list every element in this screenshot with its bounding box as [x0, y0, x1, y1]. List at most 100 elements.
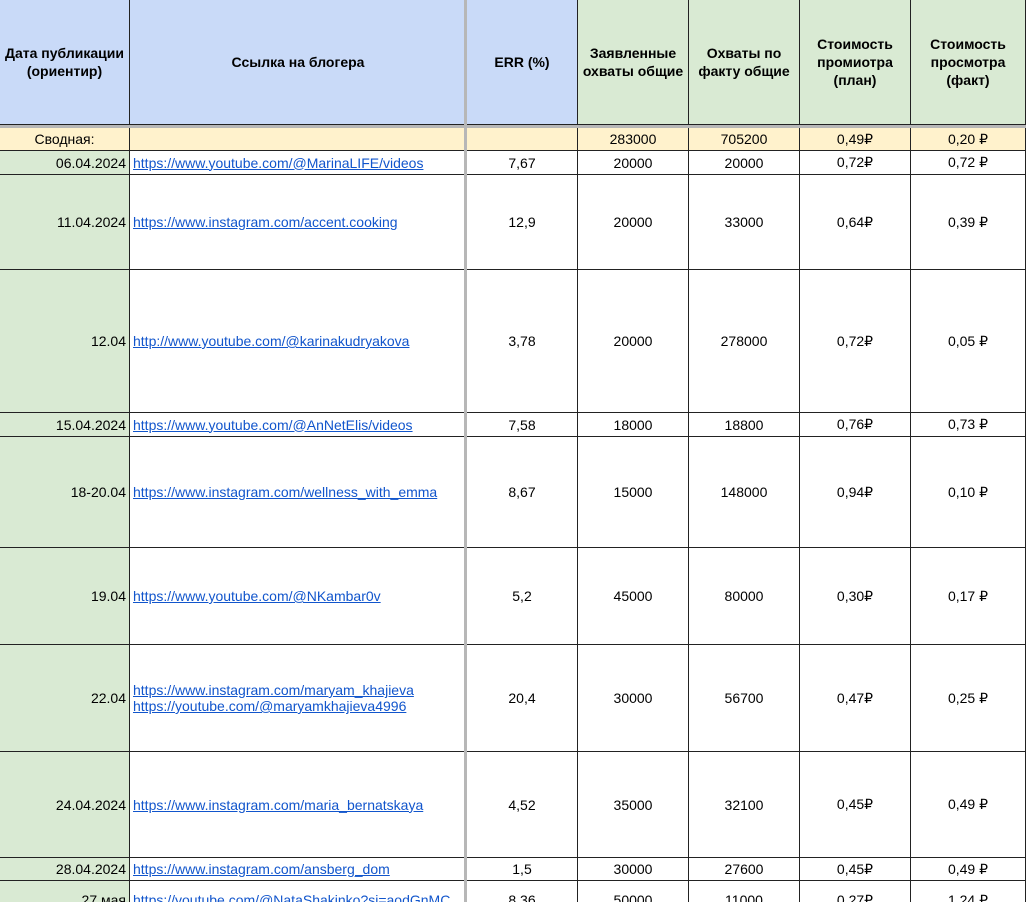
cell-text: 0,39 ₽: [947, 213, 989, 230]
table-cell: 18800: [689, 413, 800, 437]
cell-text: 0,72 ₽: [947, 154, 989, 170]
cell-text: 18-20.04: [70, 484, 126, 500]
table-cell: 0,17 ₽: [911, 548, 1026, 645]
table-cell: 15000: [578, 437, 689, 548]
header-cell: Дата публикации (ориентир): [0, 0, 130, 125]
table-cell: 11.04.2024: [0, 175, 130, 270]
table-cell: 7,58: [467, 413, 578, 437]
cell-text: 06.04.2024: [55, 154, 126, 171]
table-cell: 8,67: [467, 437, 578, 548]
table-cell: 33000: [689, 175, 800, 270]
table-cell: 0,47₽: [800, 645, 911, 752]
cell-text: 0,30₽: [836, 587, 874, 604]
header-cell: Заявленные охваты общие: [578, 0, 689, 125]
cell-text: 0,76₽: [836, 416, 874, 432]
cell-text: 18800: [724, 416, 764, 433]
header-cell: Стоимость промиотра (план): [800, 0, 911, 125]
summary-cell: Сводная:: [0, 128, 130, 151]
blogger-link[interactable]: https://youtube.com/@maryamkhajieva4996: [133, 698, 407, 714]
blogger-link[interactable]: https://www.youtube.com/@AnNetElis/video…: [133, 416, 413, 433]
table-cell: https://youtube.com/@NataShakinko?si=aod…: [130, 881, 467, 902]
table-cell: 22.04: [0, 645, 130, 752]
blogger-link[interactable]: https://www.instagram.com/wellness_with_…: [133, 484, 438, 500]
cell-text: 12,9: [508, 214, 536, 230]
table-cell: https://www.instagram.com/ansberg_dom: [130, 858, 467, 881]
table-cell: 0,05 ₽: [911, 270, 1026, 413]
blogger-link[interactable]: https://youtube.com/@NataShakinko?si=aod…: [133, 892, 451, 902]
cell-text: 3,78: [508, 333, 536, 349]
header-text: Ссылка на блогера: [231, 54, 365, 70]
cell-text: 33000: [724, 214, 764, 230]
table-cell: 1,24 ₽: [911, 881, 1026, 902]
table-cell: 50000: [578, 881, 689, 902]
header-cell: Ссылка на блогера: [130, 0, 467, 125]
table-cell: 8,36: [467, 881, 578, 902]
table-cell: 27600: [689, 858, 800, 881]
table-cell: 45000: [578, 548, 689, 645]
summary-text: 0,20 ₽: [947, 130, 989, 147]
blogger-link[interactable]: https://www.youtube.com/@MarinaLIFE/vide…: [133, 154, 424, 171]
table-cell: 0,39 ₽: [911, 175, 1026, 270]
summary-cell: 283000: [578, 128, 689, 151]
blogger-link[interactable]: https://www.instagram.com/maryam_khajiev…: [133, 682, 414, 698]
cell-text: 80000: [724, 588, 764, 604]
table-cell: 11000: [689, 881, 800, 902]
table-cell: 56700: [689, 645, 800, 752]
header-text: Заявленные охваты общие: [582, 45, 684, 79]
cell-text: 20000: [724, 154, 764, 171]
cell-text: 0,49 ₽: [947, 796, 989, 812]
cell-text: 22.04: [90, 690, 126, 706]
header-text: Стоимость промиотра (план): [817, 36, 893, 88]
cell-text: 32100: [724, 796, 764, 813]
blogger-link[interactable]: https://www.youtube.com/@NKambar0v: [133, 588, 381, 604]
table-cell: 0,76₽: [800, 413, 911, 437]
cell-text: 0,45₽: [836, 860, 874, 877]
cell-text: 28.04.2024: [55, 861, 126, 877]
table-cell: https://www.instagram.com/wellness_with_…: [130, 437, 467, 548]
table-cell: 18-20.04: [0, 437, 130, 548]
summary-cell: 0,49₽: [800, 128, 911, 151]
cell-text: 18000: [613, 416, 653, 433]
table-cell: 5,2: [467, 548, 578, 645]
blogger-link[interactable]: https://www.instagram.com/ansberg_dom: [133, 861, 390, 877]
blogger-link[interactable]: https://www.instagram.com/accent.cooking: [133, 214, 398, 230]
table-cell: 0,49 ₽: [911, 858, 1026, 881]
table-cell: 20000: [689, 151, 800, 175]
table-cell: 30000: [578, 858, 689, 881]
cell-text: 278000: [720, 333, 768, 349]
cell-text: 0,64₽: [836, 213, 874, 230]
blogger-link[interactable]: https://www.instagram.com/maria_bernatsk…: [133, 796, 424, 813]
table-cell: 0,10 ₽: [911, 437, 1026, 548]
cell-text: 27600: [724, 861, 764, 877]
cell-text: 7,67: [508, 154, 536, 171]
cell-text: 0,94₽: [836, 483, 874, 500]
cell-text: 35000: [613, 796, 653, 813]
table-cell: 0,64₽: [800, 175, 911, 270]
cell-text: 20000: [613, 333, 653, 349]
summary-cell: [130, 128, 467, 151]
cell-text: 7,58: [508, 416, 536, 433]
table-cell: http://www.youtube.com/@karinakudryakova: [130, 270, 467, 413]
table-cell: 0,45₽: [800, 752, 911, 858]
table-cell: 0,49 ₽: [911, 752, 1026, 858]
blogger-link[interactable]: http://www.youtube.com/@karinakudryakova: [133, 333, 410, 349]
cell-text: 0,47₽: [836, 689, 874, 706]
cell-text: 15000: [613, 484, 653, 500]
table-cell: https://www.youtube.com/@MarinaLIFE/vide…: [130, 151, 467, 175]
table-cell: https://www.youtube.com/@AnNetElis/video…: [130, 413, 467, 437]
table-cell: 80000: [689, 548, 800, 645]
table-cell: 0,72 ₽: [911, 151, 1026, 175]
table-cell: 24.04.2024: [0, 752, 130, 858]
cell-text: 11.04.2024: [56, 214, 126, 230]
cell-text: 24.04.2024: [55, 796, 126, 813]
summary-cell: 705200: [689, 128, 800, 151]
cell-text: 11000: [725, 892, 763, 902]
table-cell: 0,72₽: [800, 270, 911, 413]
cell-text: 8,36: [508, 892, 536, 902]
cell-text: 0,10 ₽: [947, 483, 989, 500]
table-cell: 35000: [578, 752, 689, 858]
header-cell: Охваты по факту общие: [689, 0, 800, 125]
table-cell: 0,27₽: [800, 881, 911, 902]
cell-text: 0,49 ₽: [947, 860, 989, 877]
